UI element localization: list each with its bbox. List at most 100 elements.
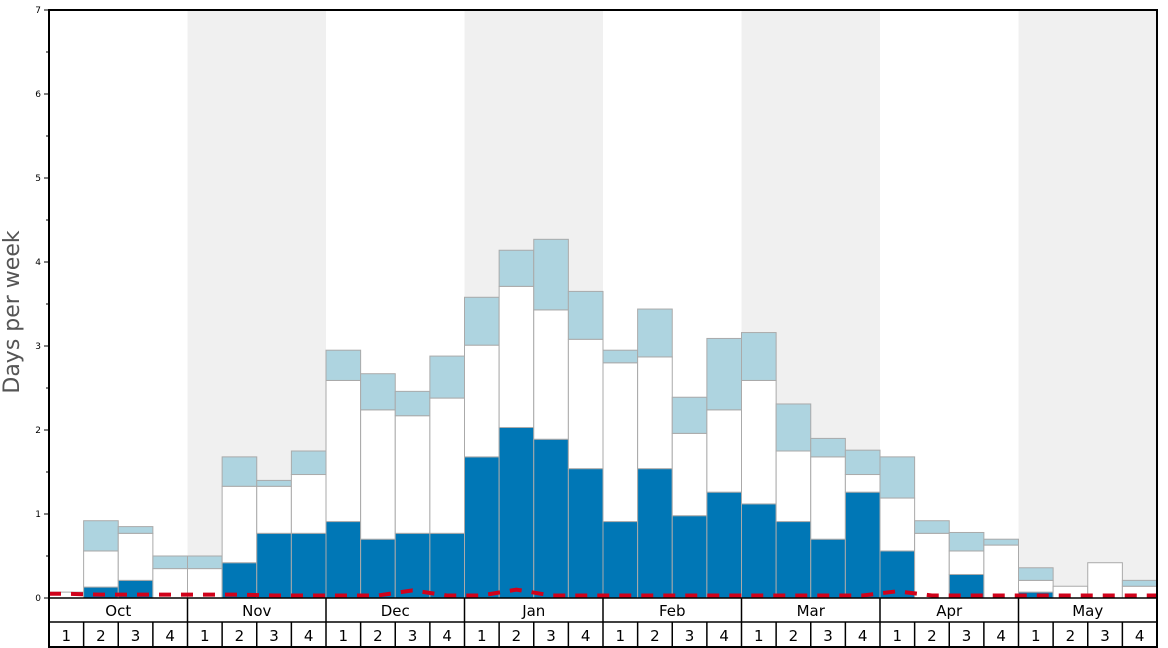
y-tick-label: 2 bbox=[35, 426, 41, 436]
bar-light bbox=[187, 555, 223, 570]
bar-light bbox=[810, 437, 846, 458]
week-label: 4 bbox=[719, 627, 729, 645]
bar-middle bbox=[117, 532, 154, 581]
bar-light bbox=[567, 290, 604, 340]
bar-light bbox=[671, 396, 708, 434]
bar-middle bbox=[914, 532, 950, 599]
bar-dark bbox=[221, 562, 258, 599]
bar-light bbox=[775, 403, 812, 452]
bar-middle bbox=[290, 474, 327, 534]
bar-middle bbox=[325, 379, 362, 523]
bar-dark bbox=[256, 532, 292, 599]
bar-middle bbox=[775, 450, 812, 523]
bar-middle bbox=[567, 338, 604, 470]
week-label: 2 bbox=[96, 627, 106, 645]
bar-light bbox=[948, 531, 985, 552]
bar-middle bbox=[810, 456, 846, 540]
bar-middle bbox=[360, 409, 396, 540]
bar-dark bbox=[775, 521, 812, 599]
month-label-apr: Apr bbox=[936, 602, 963, 620]
week-label: 3 bbox=[269, 627, 279, 645]
bar-dark bbox=[637, 468, 673, 599]
bar-middle bbox=[741, 379, 777, 505]
bar-light bbox=[1121, 579, 1158, 587]
bar-dark bbox=[360, 538, 396, 599]
week-label: 2 bbox=[650, 627, 660, 645]
bar-light bbox=[117, 526, 154, 534]
bar-middle bbox=[879, 497, 916, 552]
x-axis: Oct Nov Dec Jan Feb Mar Apr May 1 2 3 4 1 2 3 4 1 2 3 4 1 2 3 4… bbox=[49, 597, 1157, 647]
bar-dark bbox=[741, 503, 777, 599]
bar-middle bbox=[1018, 579, 1054, 593]
bar-light bbox=[256, 479, 292, 487]
y-tick-label: 0 bbox=[35, 594, 41, 604]
bar-middle bbox=[671, 432, 708, 517]
week-label: 3 bbox=[408, 627, 418, 645]
y-tick-label: 4 bbox=[35, 258, 41, 268]
bar-dark bbox=[290, 532, 327, 599]
bar-light bbox=[464, 296, 500, 346]
bar-light bbox=[983, 538, 1019, 546]
week-label: 3 bbox=[1100, 627, 1110, 645]
bar-middle bbox=[706, 409, 742, 493]
week-label: 1 bbox=[893, 627, 903, 645]
bar-middle bbox=[394, 415, 431, 534]
bar-light bbox=[844, 449, 881, 476]
week-label: 3 bbox=[823, 627, 833, 645]
bar-light bbox=[221, 456, 258, 487]
week-label: 4 bbox=[1135, 627, 1145, 645]
bar-dark bbox=[325, 521, 362, 599]
bar-light bbox=[879, 456, 916, 499]
month-label-may: May bbox=[1072, 602, 1103, 620]
y-tick-label: 6 bbox=[35, 90, 41, 100]
bar-dark bbox=[533, 438, 569, 599]
week-label: 1 bbox=[339, 627, 349, 645]
y-axis-label: Days per week bbox=[0, 230, 25, 393]
bar-middle bbox=[221, 485, 258, 564]
week-label: 3 bbox=[962, 627, 972, 645]
bar-light bbox=[533, 238, 569, 311]
month-label-feb: Feb bbox=[659, 602, 686, 620]
bar-middle bbox=[844, 474, 881, 493]
bar-light bbox=[429, 355, 465, 399]
bar-middle bbox=[83, 550, 119, 588]
bar-light bbox=[637, 308, 673, 358]
bar-middle bbox=[1087, 562, 1123, 599]
bar-dark bbox=[429, 532, 465, 599]
week-label: 4 bbox=[304, 627, 314, 645]
week-label: 3 bbox=[685, 627, 695, 645]
bar-light bbox=[706, 337, 742, 411]
month-label-jan: Jan bbox=[521, 602, 545, 620]
week-label: 2 bbox=[373, 627, 383, 645]
y-tick-label: 7 bbox=[35, 6, 41, 16]
week-label: 2 bbox=[1066, 627, 1076, 645]
bar-light bbox=[602, 349, 639, 364]
bar-middle bbox=[948, 550, 985, 575]
bar-middle bbox=[533, 309, 569, 440]
y-tick-label: 1 bbox=[35, 510, 41, 520]
bar-middle bbox=[464, 344, 500, 458]
bar-dark bbox=[844, 491, 881, 599]
week-label: 2 bbox=[927, 627, 937, 645]
month-label-oct: Oct bbox=[105, 602, 131, 620]
bar-light bbox=[1018, 567, 1054, 581]
bar-light bbox=[741, 332, 777, 381]
bar-dark bbox=[567, 468, 604, 599]
bar-light bbox=[325, 349, 362, 381]
bar-light bbox=[394, 390, 431, 417]
week-label: 3 bbox=[131, 627, 141, 645]
week-label: 1 bbox=[62, 627, 72, 645]
bar-middle bbox=[498, 285, 535, 428]
week-label: 1 bbox=[200, 627, 210, 645]
bar-dark bbox=[879, 550, 916, 599]
bar-light bbox=[290, 450, 327, 476]
bar-dark bbox=[602, 521, 639, 599]
bar-light bbox=[914, 520, 950, 534]
bar-middle bbox=[429, 397, 465, 534]
bar-dark bbox=[671, 515, 708, 599]
week-label: 2 bbox=[235, 627, 245, 645]
week-label: 1 bbox=[477, 627, 487, 645]
week-label: 4 bbox=[581, 627, 591, 645]
bar-light bbox=[152, 555, 188, 570]
